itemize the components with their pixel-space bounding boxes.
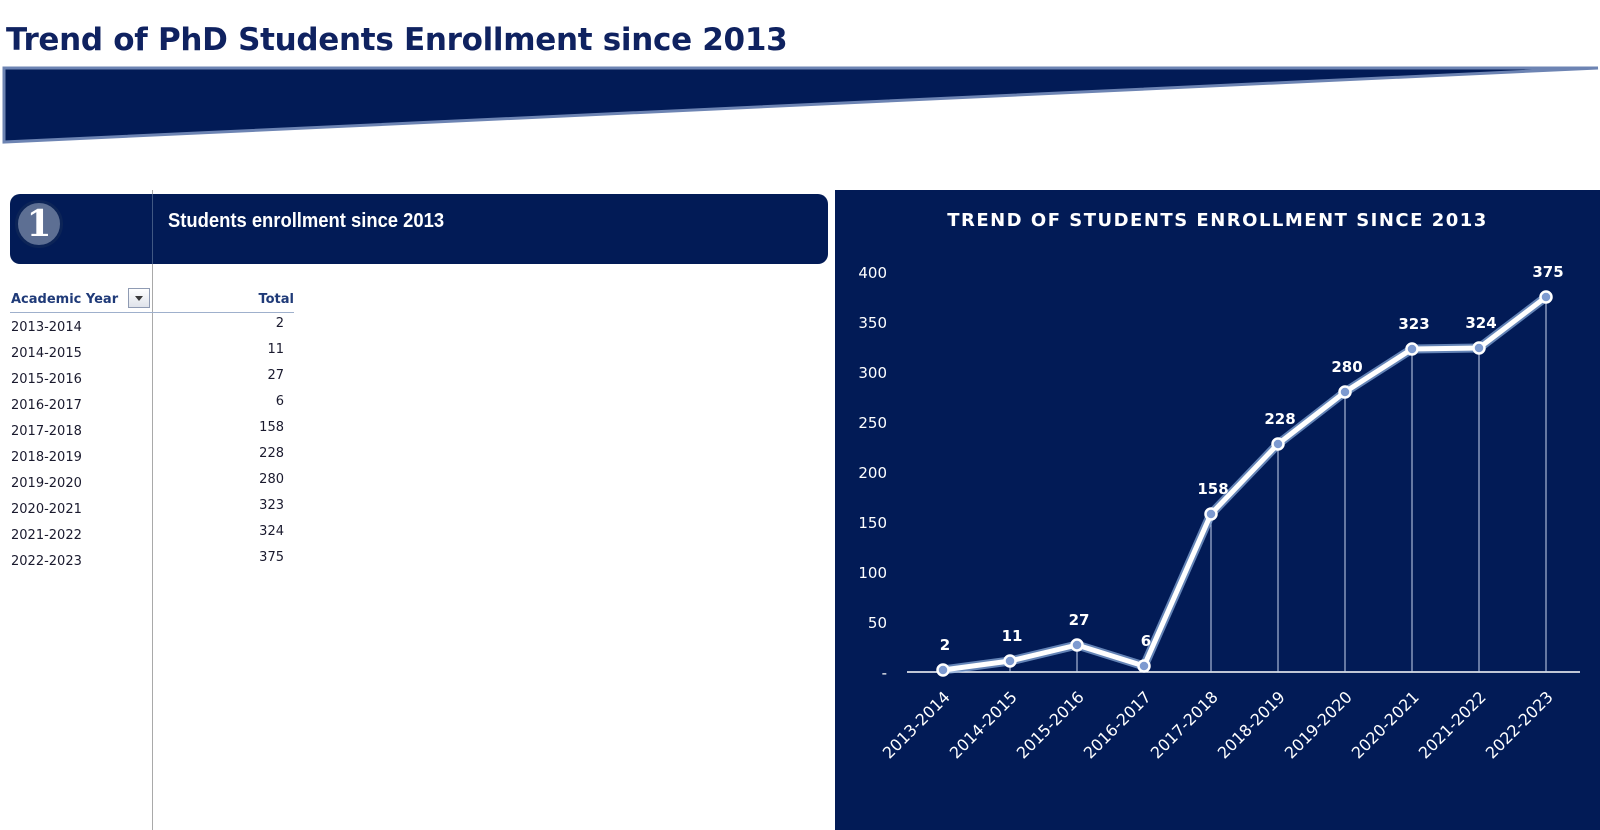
total-cell: 27	[267, 368, 284, 383]
title-banner	[2, 66, 1599, 144]
data-point-marker	[1539, 290, 1553, 304]
total-cell: 375	[259, 550, 284, 565]
academic-year-cell: 2016-2017	[11, 398, 82, 413]
data-label: 11	[1002, 627, 1023, 645]
section-separator	[152, 194, 153, 264]
total-cell: 11	[267, 342, 284, 357]
x-tick-label: 2020-2021	[1348, 687, 1423, 762]
x-tick-label: 2021-2022	[1415, 687, 1490, 762]
x-tick-label: 2014-2015	[946, 687, 1021, 762]
data-point-marker	[1405, 342, 1419, 356]
y-tick-label: -	[882, 664, 887, 682]
data-label: 280	[1331, 358, 1362, 376]
data-point-marker	[1271, 437, 1285, 451]
x-tick-label: 2022-2023	[1482, 687, 1557, 762]
total-cell: 6	[275, 394, 284, 409]
section-number-badge: 1	[15, 200, 63, 248]
x-tick-label: 2017-2018	[1147, 687, 1222, 762]
data-label: 6	[1141, 632, 1151, 650]
y-tick-label: 50	[868, 614, 887, 632]
data-label: 324	[1465, 314, 1496, 332]
chart-title: TREND OF STUDENTS ENROLLMENT SINCE 2013	[947, 210, 1488, 231]
data-label: 375	[1532, 263, 1563, 281]
data-point-marker	[1137, 659, 1151, 673]
column-divider	[152, 190, 153, 830]
academic-year-header: Academic Year	[11, 292, 119, 307]
data-point-marker	[1204, 507, 1218, 521]
data-point-marker	[936, 663, 950, 677]
academic-year-cell: 2019-2020	[11, 476, 82, 491]
academic-year-cell: 2018-2019	[11, 450, 82, 465]
x-tick-label: 2013-2014	[879, 687, 954, 762]
table-row[interactable]: 2017-2018 158	[10, 417, 294, 443]
total-cell: 158	[259, 420, 284, 435]
total-cell: 280	[259, 472, 284, 487]
table-row[interactable]: 2016-2017 6	[10, 391, 294, 417]
y-tick-label: 150	[858, 514, 887, 532]
table-row[interactable]: 2018-2019 228	[10, 443, 294, 469]
y-tick-label: 350	[858, 314, 887, 332]
data-point-marker	[1338, 385, 1352, 399]
table-row[interactable]: 2014-2015 11	[10, 339, 294, 365]
section-title: Students enrollment since 2013	[168, 210, 445, 232]
pivot-table: Academic Year Total 2013-2014 2 2014-2015 1…	[10, 288, 294, 573]
chevron-down-icon	[135, 295, 143, 301]
table-row[interactable]: 2022-2023 375	[10, 547, 294, 573]
series-line	[942, 295, 1548, 673]
data-label: 228	[1264, 410, 1295, 428]
line-chart: - 50 100 150 200 250 300 350 400 2 11 27 6 158 228 280 3…	[858, 263, 1580, 763]
academic-year-cell: 2022-2023	[11, 554, 82, 569]
table-row[interactable]: 2015-2016 27	[10, 365, 294, 391]
data-label: 323	[1398, 315, 1429, 333]
data-point-marker	[1472, 341, 1486, 355]
pivot-header-row: Academic Year Total	[10, 288, 294, 313]
total-cell: 324	[259, 524, 284, 539]
academic-year-cell: 2020-2021	[11, 502, 82, 517]
section-header: 1 Students enrollment since 2013	[10, 194, 828, 264]
page-title: Trend of PhD Students Enrollment since 2…	[6, 22, 788, 58]
table-row[interactable]: 2013-2014 2	[10, 313, 294, 339]
data-point-marker	[1003, 654, 1017, 668]
x-tick-label: 2018-2019	[1214, 687, 1289, 762]
total-cell: 323	[259, 498, 284, 513]
y-tick-label: 100	[858, 564, 887, 582]
pivot-rows: 2013-2014 2 2014-2015 11 2015-2016 27 2016-201…	[10, 313, 294, 573]
total-cell: 228	[259, 446, 284, 461]
data-label: 27	[1069, 611, 1090, 629]
y-tick-label: 300	[858, 364, 887, 382]
x-tick-label: 2019-2020	[1281, 687, 1356, 762]
data-label: 2	[940, 636, 950, 654]
y-tick-label: 200	[858, 464, 887, 482]
x-tick-label: 2015-2016	[1013, 687, 1088, 762]
academic-year-cell: 2015-2016	[11, 372, 82, 387]
academic-year-cell: 2013-2014	[11, 320, 82, 335]
table-row[interactable]: 2020-2021 323	[10, 495, 294, 521]
x-tick-label: 2016-2017	[1080, 687, 1155, 762]
filter-dropdown-button[interactable]	[128, 288, 150, 308]
total-header: Total	[258, 292, 294, 307]
y-tick-label: 250	[858, 414, 887, 432]
academic-year-cell: 2021-2022	[11, 528, 82, 543]
academic-year-cell: 2014-2015	[11, 346, 82, 361]
data-point-marker	[1070, 638, 1084, 652]
total-cell: 2	[275, 316, 284, 331]
academic-year-cell: 2017-2018	[11, 424, 82, 439]
data-label: 158	[1197, 480, 1228, 498]
chart-panel: TREND OF STUDENTS ENROLLMENT SINCE 2013 …	[835, 190, 1600, 830]
y-tick-label: 400	[858, 264, 887, 282]
table-row[interactable]: 2021-2022 324	[10, 521, 294, 547]
table-row[interactable]: 2019-2020 280	[10, 469, 294, 495]
series-line-glow	[942, 293, 1549, 675]
